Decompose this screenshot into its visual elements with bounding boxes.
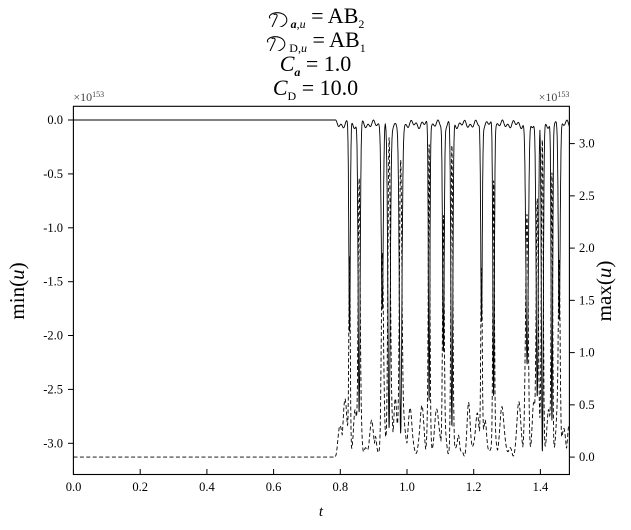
svg-text:max(u): max(u) bbox=[592, 261, 616, 322]
svg-text:-1.0: -1.0 bbox=[43, 221, 63, 235]
svg-text:3.0: 3.0 bbox=[579, 137, 595, 151]
svg-text:-3.0: -3.0 bbox=[43, 436, 63, 450]
svg-text:0.4: 0.4 bbox=[199, 480, 215, 494]
svg-text:2.5: 2.5 bbox=[579, 189, 595, 203]
svg-text:-2.5: -2.5 bbox=[43, 382, 63, 396]
svg-text:-1.5: -1.5 bbox=[43, 275, 63, 289]
svg-text:2.0: 2.0 bbox=[579, 241, 595, 255]
svg-text:t: t bbox=[319, 504, 324, 520]
svg-text:1.0: 1.0 bbox=[399, 480, 415, 494]
svg-text:×10153: ×10153 bbox=[539, 90, 570, 105]
svg-text:0.0: 0.0 bbox=[579, 450, 595, 464]
svg-text:0.6: 0.6 bbox=[266, 480, 282, 494]
svg-text:min(u): min(u) bbox=[5, 262, 29, 319]
svg-text:×10153: ×10153 bbox=[73, 90, 104, 105]
svg-text:1.4: 1.4 bbox=[533, 480, 549, 494]
svg-text:-2.0: -2.0 bbox=[43, 329, 63, 343]
svg-text:0.5: 0.5 bbox=[579, 398, 595, 412]
svg-text:0.2: 0.2 bbox=[132, 480, 148, 494]
svg-text:0.0: 0.0 bbox=[66, 480, 82, 494]
svg-text:0.0: 0.0 bbox=[47, 113, 63, 127]
svg-text:1.0: 1.0 bbox=[579, 346, 595, 360]
svg-text:-0.5: -0.5 bbox=[43, 167, 63, 181]
svg-text:1.2: 1.2 bbox=[466, 480, 482, 494]
svg-text:0.8: 0.8 bbox=[332, 480, 348, 494]
